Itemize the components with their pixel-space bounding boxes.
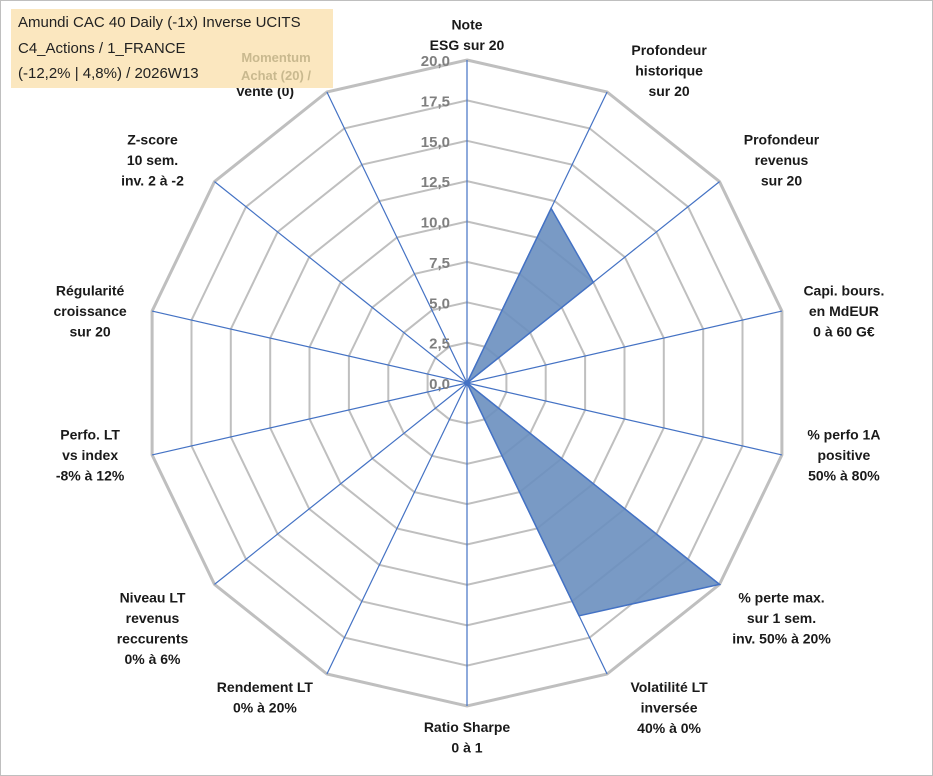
category-label-4: % perfo 1A positive 50% à 80% bbox=[807, 426, 880, 483]
category-label-0: Note ESG sur 20 bbox=[430, 17, 505, 54]
tick-label: 7,5 bbox=[429, 255, 450, 272]
category-label-line: -8% à 12% bbox=[56, 467, 125, 483]
category-label-11: Régularité croissance sur 20 bbox=[54, 283, 127, 340]
fund-info-box: Amundi CAC 40 Daily (-1x) Inverse UCITS … bbox=[11, 9, 333, 88]
category-label-line: 50% à 80% bbox=[808, 467, 880, 483]
category-label-line: positive bbox=[817, 447, 870, 463]
spoke-11 bbox=[151, 310, 468, 384]
tick-label: 20,0 bbox=[421, 53, 450, 70]
category-label-6: Volatilité LT inversée 40% à 0% bbox=[630, 679, 708, 736]
category-label-line: croissance bbox=[54, 303, 127, 319]
momentum-signal: Achat (20) / bbox=[240, 68, 312, 83]
category-label-line: sur 20 bbox=[648, 83, 689, 99]
category-label-9: Niveau LT revenus reccurents 0% à 6% bbox=[117, 589, 189, 667]
category-label-line: inv. 50% à 20% bbox=[732, 630, 831, 646]
category-label-line: sur 1 sem. bbox=[747, 610, 816, 626]
category-label-line: historique bbox=[635, 63, 703, 79]
category-label-line: Ratio Sharpe bbox=[424, 719, 511, 735]
tick-label: 2,5 bbox=[429, 336, 450, 353]
spoke-8 bbox=[326, 382, 468, 675]
category-label-line: % perfo 1A bbox=[807, 426, 880, 442]
category-label-line: Profondeur bbox=[631, 42, 707, 58]
category-label-line: % perte max. bbox=[738, 589, 824, 605]
momentum-title: Momentum bbox=[241, 50, 311, 65]
category-label-line: Perfo. LT bbox=[60, 426, 120, 442]
spoke-13 bbox=[326, 91, 468, 384]
category-label-line: sur 20 bbox=[69, 324, 110, 340]
category-label-line: Rendement LT bbox=[217, 679, 314, 695]
spoke-9 bbox=[214, 382, 468, 585]
radar-tick-labels: 0,0 2,5 5,0 7,5 10,0 12,5 15,0 17,5 20,0 bbox=[421, 53, 450, 393]
tick-label: 12,5 bbox=[421, 174, 450, 191]
tick-label: 10,0 bbox=[421, 215, 450, 232]
category-label-line: 0 à 1 bbox=[451, 740, 482, 756]
spoke-4 bbox=[466, 382, 783, 456]
category-label-7: Ratio Sharpe 0 à 1 bbox=[424, 719, 511, 756]
category-label-line: Note bbox=[451, 17, 482, 33]
category-label-8: Rendement LT 0% à 20% bbox=[217, 679, 314, 716]
spoke-3 bbox=[466, 310, 783, 384]
category-label-line: Capi. bours. bbox=[803, 283, 884, 299]
category-label-line: Z-score bbox=[127, 132, 178, 148]
category-label-line: revenus bbox=[126, 610, 180, 626]
radar-series bbox=[465, 206, 722, 617]
category-label-line: 10 sem. bbox=[127, 152, 178, 168]
category-label-line: Niveau LT bbox=[120, 589, 186, 605]
category-label-line: 0 à 60 G€ bbox=[813, 324, 875, 340]
spoke-10 bbox=[151, 382, 468, 456]
category-label-line: 0% à 6% bbox=[124, 651, 181, 667]
fund-name: Amundi CAC 40 Daily (-1x) Inverse UCITS bbox=[18, 14, 301, 31]
fund-category: C4_Actions / 1_FRANCE bbox=[18, 40, 186, 57]
category-label-line: revenus bbox=[755, 152, 809, 168]
category-label-line: 40% à 0% bbox=[637, 720, 701, 736]
category-label-2: Profondeur revenus sur 20 bbox=[744, 132, 820, 189]
radar-category-labels: Note ESG sur 20 Profondeur historique sur 20… bbox=[54, 17, 885, 756]
tick-label: 5,0 bbox=[429, 295, 450, 312]
category-label-3: Capi. bours. en MdEUR 0 à 60 G€ bbox=[803, 283, 884, 340]
category-label-line: inversée bbox=[641, 700, 698, 716]
category-label-line: Volatilité LT bbox=[630, 679, 708, 695]
category-label-line: 0% à 20% bbox=[233, 700, 297, 716]
momentum-label: Momentum Achat (20) / bbox=[226, 49, 326, 85]
category-label-line: ESG sur 20 bbox=[430, 37, 505, 53]
category-label-5: % perte max. sur 1 sem. inv. 50% à 20% bbox=[732, 589, 831, 646]
fund-performance-week: (-12,2% | 4,8%) / 2026W13 bbox=[18, 65, 199, 82]
category-label-line: Régularité bbox=[56, 283, 125, 299]
tick-label: 15,0 bbox=[421, 134, 450, 151]
category-label-line: sur 20 bbox=[761, 173, 802, 189]
tick-label: 0,0 bbox=[429, 376, 450, 393]
category-label-line: reccurents bbox=[117, 630, 189, 646]
category-label-line: vs index bbox=[62, 447, 118, 463]
spoke-12 bbox=[214, 181, 468, 384]
category-label-line: Profondeur bbox=[744, 132, 820, 148]
category-label-line: en MdEUR bbox=[809, 303, 879, 319]
category-label-line: inv. 2 à -2 bbox=[121, 173, 184, 189]
tick-label: 17,5 bbox=[421, 93, 450, 110]
category-label-1: Profondeur historique sur 20 bbox=[631, 42, 707, 99]
category-label-12: Z-score 10 sem. inv. 2 à -2 bbox=[121, 132, 184, 189]
category-label-10: Perfo. LT vs index -8% à 12% bbox=[56, 426, 125, 483]
